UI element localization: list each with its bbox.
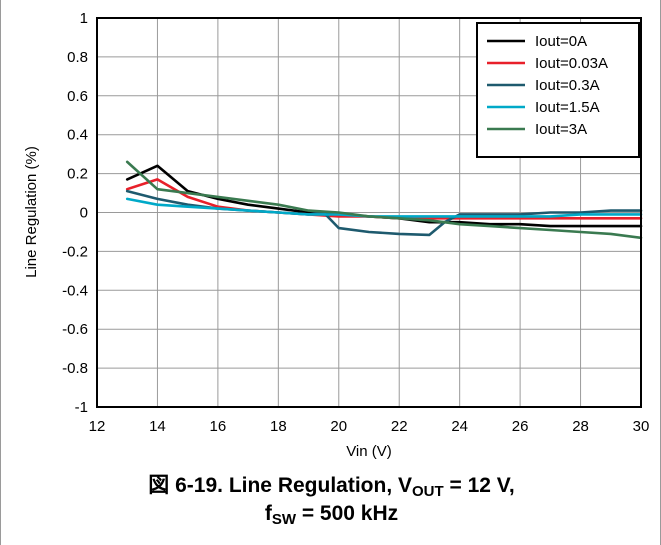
x-tick-label: 26 [512,418,529,435]
legend: Iout=0A Iout=0.03A Iout=0.3A Iout=1.5A Iout=… [476,22,640,158]
x-tick-label: 28 [572,418,589,435]
y-tick-label: -1 [75,399,88,416]
y-tick-label: 1 [80,10,88,27]
plot-frame [96,17,642,408]
caption-prefix: 図 6-19. Line Regulation, V [148,474,412,497]
legend-label-3: Iout=1.5A [535,99,600,116]
y-tick-label: 0.8 [67,49,88,66]
x-tick-label: 24 [451,418,468,435]
legend-box [476,22,640,158]
y-tick-label: 0 [80,205,88,222]
y-tick-label: -0.8 [62,360,88,377]
caption-fsw-subscript: SW [271,511,296,528]
caption-line-2: fSW = 500 kHz [1,500,661,528]
x-axis-title: Vin (V) [346,443,392,460]
caption-fsw-value: = 500 kHz [296,502,399,525]
x-tick-label: 18 [270,418,287,435]
caption-line-1: 図 6-19. Line Regulation, VOUT = 12 V, [1,472,661,500]
caption-vout-subscript: OUT [412,483,444,500]
line-regulation-chart: 12 14 16 18 20 22 24 26 28 30 1 0.8 0.6 0.4 0.2 0 -0.2 -… [23,10,650,460]
y-tick-label: 0.4 [67,127,88,144]
x-tick-labels: 12 14 16 18 20 22 24 26 28 30 [89,418,650,435]
y-tick-label: 0.6 [67,88,88,105]
legend-label-0: Iout=0A [535,33,587,50]
legend-label-2: Iout=0.3A [535,77,600,94]
x-tick-label: 16 [210,418,227,435]
y-tick-label: 0.2 [67,166,88,183]
y-tick-label: -0.4 [62,282,88,299]
series-lines [125,160,643,240]
figure-caption: 図 6-19. Line Regulation, VOUT = 12 V, fS… [1,472,661,528]
x-tick-label: 30 [633,418,650,435]
legend-label-1: Iout=0.03A [535,55,608,72]
caption-vout-value: = 12 V, [443,474,515,497]
x-tick-label: 22 [391,418,408,435]
y-axis-title: Line Regulation (%) [23,146,40,278]
legend-label-4: Iout=3A [535,121,587,138]
x-tick-label: 20 [330,418,347,435]
x-tick-label: 14 [149,418,166,435]
series-line-4 [125,160,643,240]
y-tick-label: -0.2 [62,243,88,260]
caption-fsw-symbol: f [264,502,272,525]
x-tick-label: 12 [89,418,106,435]
y-tick-label: -0.6 [62,321,88,338]
y-tick-labels: 1 0.8 0.6 0.4 0.2 0 -0.2 -0.4 -0.6 -0.8 -1 [62,10,88,416]
